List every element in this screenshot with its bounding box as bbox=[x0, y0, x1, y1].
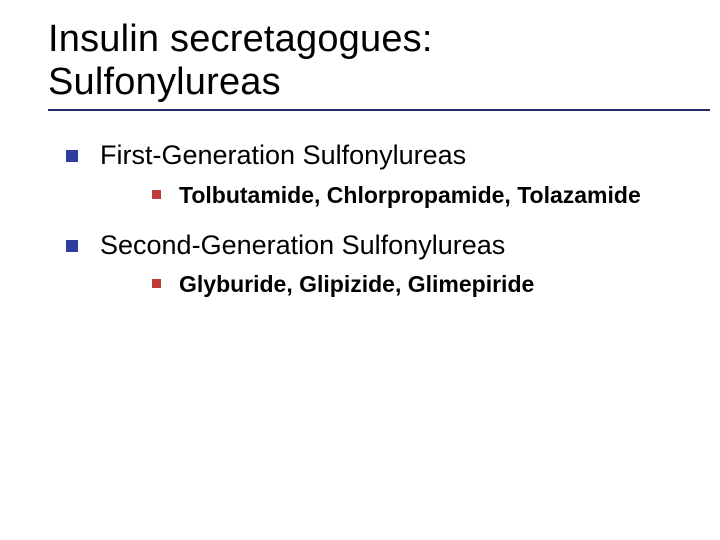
square-bullet-icon bbox=[152, 279, 161, 288]
list-subitem-label: Glyburide, Glipizide, Glimepiride bbox=[179, 270, 534, 300]
title-line-1: Insulin secretagogues: bbox=[48, 18, 710, 61]
square-bullet-icon bbox=[152, 190, 161, 199]
list-item-label: First-Generation Sulfonylureas bbox=[100, 139, 466, 173]
list-subitem-label: Tolbutamide, Chlorpropamide, Tolazamide bbox=[179, 181, 641, 211]
list-item: Second-Generation Sulfonylureas bbox=[66, 229, 710, 263]
slide: Insulin secretagogues: Sulfonylureas Fir… bbox=[0, 0, 720, 540]
list-item-label: Second-Generation Sulfonylureas bbox=[100, 229, 505, 263]
list-subitem: Tolbutamide, Chlorpropamide, Tolazamide bbox=[152, 181, 710, 211]
square-bullet-icon bbox=[66, 240, 78, 252]
title-line-2: Sulfonylureas bbox=[48, 61, 710, 104]
list-item: First-Generation Sulfonylureas bbox=[66, 139, 710, 173]
list-subitem: Glyburide, Glipizide, Glimepiride bbox=[152, 270, 710, 300]
title-block: Insulin secretagogues: Sulfonylureas bbox=[48, 18, 710, 111]
square-bullet-icon bbox=[66, 150, 78, 162]
